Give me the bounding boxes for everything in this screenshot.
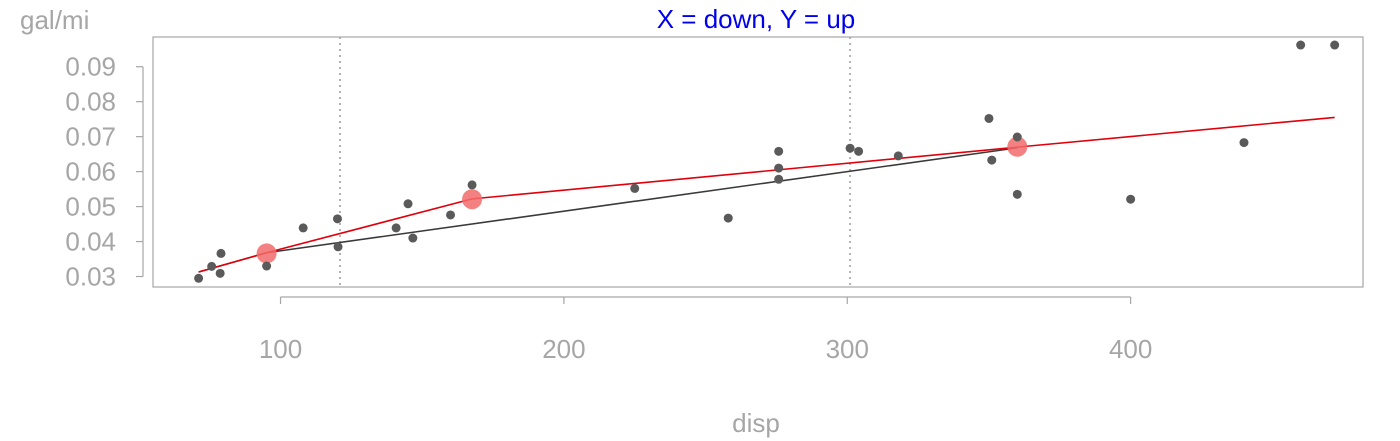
data-point	[1012, 132, 1022, 142]
y-tick-label: 0.04	[65, 227, 116, 257]
y-tick-label: 0.08	[65, 87, 116, 117]
data-point	[1012, 189, 1022, 199]
chart-title: X = down, Y = up	[657, 4, 856, 34]
lower-segment-line	[198, 147, 1018, 273]
plot-frame	[152, 36, 1364, 288]
data-point	[467, 180, 477, 190]
highlight-points	[256, 136, 1028, 264]
x-tick-label: 300	[826, 334, 869, 364]
x-tick-label: 100	[259, 334, 302, 364]
x-axis: 100 200 300 400	[259, 296, 1152, 364]
data-point	[854, 146, 864, 156]
data-point	[845, 143, 855, 153]
data-point	[446, 210, 456, 220]
data-point	[1126, 194, 1136, 204]
y-tick-label: 0.06	[65, 157, 116, 187]
data-point	[216, 248, 226, 258]
data-point	[723, 213, 733, 223]
y-axis: 0.03 0.04 0.05 0.06 0.07 0.08 0.09	[65, 52, 144, 292]
data-points	[194, 40, 1340, 283]
series-lines	[198, 116, 1335, 273]
y-axis-title: gal/mi	[20, 5, 89, 35]
data-point	[215, 268, 225, 278]
data-point	[391, 223, 401, 233]
x-tick-label: 400	[1109, 334, 1152, 364]
x-tick-label: 200	[542, 334, 585, 364]
data-point	[774, 174, 784, 184]
data-point	[333, 242, 343, 252]
highlight-point	[1007, 136, 1028, 157]
data-point	[774, 146, 784, 156]
y-tick-label: 0.05	[65, 192, 116, 222]
y-tick-label: 0.09	[65, 52, 116, 82]
data-point	[630, 183, 640, 193]
highlight-point	[462, 189, 483, 210]
data-point	[332, 214, 342, 224]
data-point	[1330, 40, 1340, 50]
y-tick-label: 0.07	[65, 122, 116, 152]
x-axis-title: disp	[732, 408, 780, 438]
y-tick-label: 0.03	[65, 262, 116, 292]
data-point	[403, 199, 413, 209]
data-point	[987, 155, 997, 165]
data-point	[408, 233, 418, 243]
red-fit-line	[198, 116, 1335, 273]
data-point	[1296, 40, 1306, 50]
data-point	[298, 223, 308, 233]
data-point	[1239, 138, 1249, 148]
data-point	[262, 261, 272, 271]
highlight-point	[256, 243, 277, 264]
data-point	[194, 273, 204, 283]
data-point	[893, 151, 903, 161]
data-point	[984, 113, 994, 123]
vertical-reference-lines	[339, 37, 852, 287]
data-point	[774, 163, 784, 173]
data-point	[207, 261, 217, 271]
